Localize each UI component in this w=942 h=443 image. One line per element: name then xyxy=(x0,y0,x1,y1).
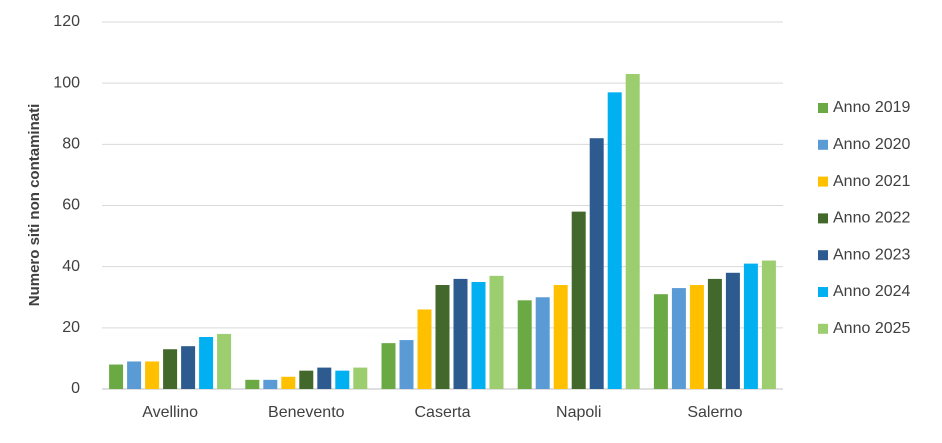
y-tick-label: 60 xyxy=(62,197,80,214)
x-tick-label: Avellino xyxy=(142,404,198,421)
legend-label: Anno 2021 xyxy=(833,173,911,190)
bar xyxy=(743,263,758,389)
legend-swatch xyxy=(818,213,828,224)
bar xyxy=(725,272,740,389)
bar xyxy=(217,333,232,389)
bar xyxy=(199,337,214,389)
y-tick-label: 80 xyxy=(62,136,80,153)
legend-label: Anno 2019 xyxy=(833,99,911,116)
bar xyxy=(317,367,332,389)
bar xyxy=(571,211,586,389)
y-axis-label: Numero siti non contaminati xyxy=(26,104,43,307)
y-tick-label: 40 xyxy=(62,258,80,275)
x-tick-label: Benevento xyxy=(268,404,345,421)
bar xyxy=(625,73,640,389)
bar xyxy=(299,370,314,389)
bar xyxy=(489,275,504,389)
bar xyxy=(607,92,622,389)
legend-label: Anno 2025 xyxy=(833,320,911,337)
y-tick-label: 0 xyxy=(71,380,80,397)
y-tick-label: 20 xyxy=(62,319,80,336)
bar xyxy=(589,138,604,389)
bar xyxy=(471,281,486,389)
legend-swatch xyxy=(818,176,828,187)
bar xyxy=(245,379,260,389)
bar xyxy=(109,364,124,389)
x-tick-label: Salerno xyxy=(687,404,742,421)
bar xyxy=(435,285,450,389)
x-tick-label: Caserta xyxy=(414,404,470,421)
bar xyxy=(127,361,142,389)
bar xyxy=(671,288,686,389)
bar xyxy=(163,349,178,389)
bar xyxy=(707,278,722,389)
bar xyxy=(353,367,368,389)
bar xyxy=(335,370,350,389)
legend-swatch xyxy=(818,287,828,297)
bar xyxy=(517,300,532,389)
bar xyxy=(417,309,432,389)
bar xyxy=(453,278,468,389)
x-tick-label: Napoli xyxy=(556,404,601,421)
bar xyxy=(761,260,776,389)
legend-swatch xyxy=(818,103,828,113)
legend-swatch xyxy=(818,139,828,150)
legend-label: Anno 2024 xyxy=(833,283,911,300)
bar xyxy=(263,379,278,389)
bar xyxy=(381,343,396,389)
bar xyxy=(689,285,704,389)
bar xyxy=(145,361,160,389)
y-tick-label: 100 xyxy=(53,74,80,91)
bar xyxy=(181,346,196,389)
legend-swatch xyxy=(818,250,828,261)
legend-label: Anno 2022 xyxy=(833,210,911,227)
bar xyxy=(553,285,568,389)
legend-label: Anno 2020 xyxy=(833,136,911,153)
bar xyxy=(653,294,668,389)
legend-label: Anno 2023 xyxy=(833,246,911,263)
bar xyxy=(535,297,550,389)
legend-swatch xyxy=(818,323,828,334)
bar xyxy=(281,376,296,389)
bar xyxy=(399,340,414,389)
y-tick-label: 120 xyxy=(53,13,80,30)
